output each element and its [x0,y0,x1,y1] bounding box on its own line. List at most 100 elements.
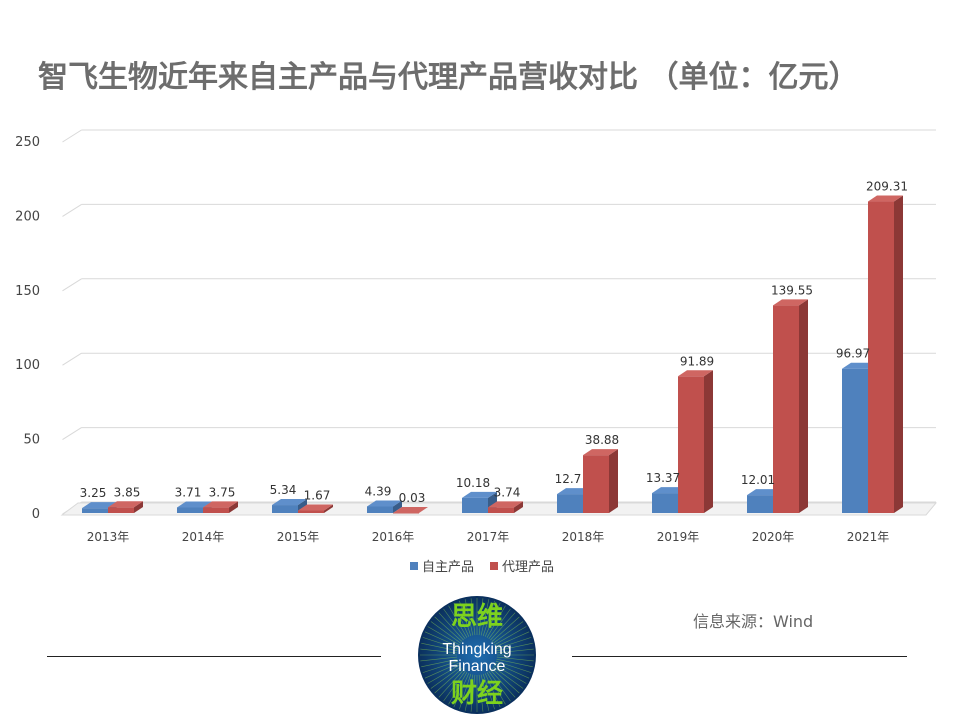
legend-swatch [410,562,418,570]
bar-front [747,495,773,513]
logo-ray [470,674,476,712]
logo-ray [422,637,459,650]
bar-front [108,507,134,513]
grid-diagonal [62,352,82,366]
bar-side [704,370,713,513]
bar-agency [868,195,903,513]
logo-ray [464,674,474,711]
logo-ray [434,616,463,642]
data-label-agency: 3.75 [209,485,236,499]
legend-label: 自主产品 [422,560,474,575]
logo-line1: Thingking [442,641,511,658]
x-tick-label: 2016年 [372,530,415,544]
grid-diagonal [62,129,82,143]
bar-agency [488,501,523,513]
bar-side [419,506,428,513]
x-tick-label: 2014年 [182,530,225,544]
bar-front [462,497,488,513]
bar-top [583,449,618,456]
data-label-own: 3.25 [80,486,107,500]
logo-ray [495,631,530,648]
data-label-own: 13.37 [646,471,680,485]
bar-agency [203,501,238,513]
logo-ray [459,600,472,637]
logo-ray [453,673,470,708]
logo-ray [448,672,468,705]
logo-ray [421,642,458,652]
logo-ray [496,658,533,668]
bar-top [82,502,117,509]
logo-ray [496,656,534,662]
bar-side [229,501,238,513]
legend-swatch [490,562,498,570]
data-label-own: 12.7 [555,472,582,486]
bar-top [203,501,238,508]
bar-front [773,305,799,513]
logo-ray [443,608,466,639]
logo-ray [495,662,530,679]
logo-ray [482,600,495,637]
logo-ray [464,599,474,636]
x-tick-label: 2015年 [277,530,320,544]
bar-top [488,501,523,508]
bar-top [108,501,143,508]
grid-diagonal [62,278,82,292]
logo-ray [424,662,459,679]
divider-right [572,656,907,657]
bar-side [894,195,903,513]
bar-side [324,504,333,513]
data-label-own: 12.01 [741,473,775,487]
logo-ray [494,664,527,684]
bar-chart: 0 50 100 150 200 250 3.25 3.85 3.71 3.75 5.34 1.67… [15,129,938,575]
y-tick-label: 0 [32,507,40,522]
bar-side [514,501,523,513]
x-axis: 2013年 2014年 2015年 2016年 2017年 2018年 2019年 2020年… [87,530,890,544]
logo-ray [438,612,464,641]
grid-diagonal [62,203,82,217]
logo-ray [491,668,520,694]
logo-ray [470,598,476,636]
bar-front [203,507,229,513]
grid-diagonal [62,427,82,441]
legend: 自主产品 代理产品 [410,560,554,575]
chart-title: 智飞生物近年来自主产品与代理产品营收对比 （单位：亿元） [38,60,859,95]
logo-ray [430,666,461,689]
logo-ray [438,669,464,698]
bar-top [868,195,903,202]
bar-agency [393,506,428,514]
logo-ray [495,637,532,650]
logo-ray [496,648,534,654]
bar-agency [773,299,808,513]
data-label-agency: 3.85 [114,485,141,499]
logo-ray [453,602,470,637]
bar-front [488,507,514,513]
logo-ray [420,656,458,662]
logo-ray [420,648,458,654]
logo-line2: Finance [449,658,506,675]
logo-ray [430,621,461,644]
logo-ray [482,673,495,710]
x-tick-label: 2013年 [87,530,130,544]
bar-front [678,376,704,513]
bar-agency [583,449,618,513]
y-tick-label: 100 [15,358,40,373]
logo-ray [495,660,532,673]
bar-side [609,449,618,513]
logo-ray [421,658,458,668]
logo-ray [427,626,460,646]
data-label-agency: 209.31 [866,180,908,194]
logo-bottom-text: 财经 [451,678,503,709]
thinking-finance-logo: 思维 Thingking Finance 财经 [418,596,536,714]
bar-front [842,368,868,513]
data-label-agency: 139.55 [771,283,813,297]
bar-top [298,504,333,511]
bar-front [557,494,583,513]
logo-ray [427,664,460,684]
bar-side [799,299,808,513]
x-tick-label: 2017年 [467,530,510,544]
bar-top [678,370,713,377]
bars [82,195,903,514]
logo-ray [459,673,472,710]
bar-own [367,500,402,513]
logo-top-text: 思维 [451,601,503,632]
